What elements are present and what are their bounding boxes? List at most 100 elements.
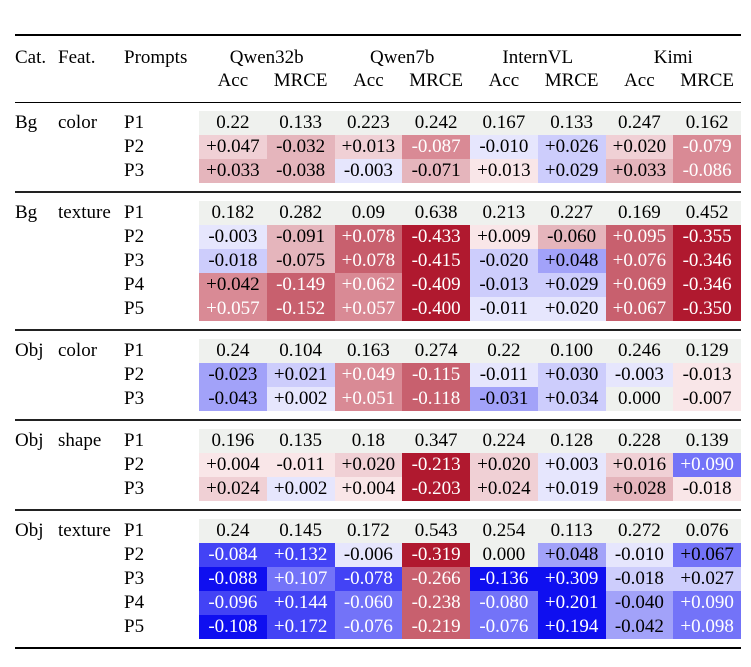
value-cell: 0.18 [334, 429, 403, 453]
category-label [15, 453, 58, 477]
value-cell: +0.076 [605, 249, 674, 273]
value-cell: -0.018 [673, 477, 741, 501]
value-cell: 0.163 [334, 339, 403, 363]
table-row: P2 +0.004 -0.011 +0.020 -0.213 +0.020 +0.003 +0… [15, 453, 741, 477]
value-cell: +0.013 [470, 159, 538, 183]
value-cell: -0.007 [673, 387, 741, 411]
value-cell: -0.076 [334, 615, 403, 639]
value-cell: -0.238 [402, 591, 470, 615]
value-cell: +0.033 [199, 159, 267, 183]
category-label [15, 615, 58, 639]
value-cell: 0.167 [470, 111, 538, 135]
category-label [15, 591, 58, 615]
value-cell: +0.062 [334, 273, 403, 297]
value-cell: -0.076 [470, 615, 538, 639]
value-cell: +0.201 [537, 591, 606, 615]
feature-label [58, 543, 124, 567]
table-row: P3 +0.033 -0.038 -0.003 -0.071 +0.013 +0.029 +0… [15, 159, 741, 183]
value-cell: -0.075 [266, 249, 335, 273]
value-cell: -0.010 [470, 135, 538, 159]
prompt-label: P3 [124, 568, 145, 589]
category-label [15, 249, 58, 273]
feature-label [58, 387, 124, 411]
value-cell: 0.182 [199, 201, 267, 225]
header-metric-acc: Acc [353, 70, 384, 91]
prompt-label: P2 [124, 364, 145, 385]
header-metric-mrce: MRCE [680, 70, 735, 91]
value-cell: +0.026 [537, 135, 606, 159]
prompt-label: P3 [124, 388, 145, 409]
prompt-label: P3 [124, 250, 145, 271]
value-cell: +0.009 [470, 225, 538, 249]
category-label [15, 363, 58, 387]
category-label [15, 273, 58, 297]
value-cell: 0.638 [402, 201, 470, 225]
value-cell: -0.060 [334, 591, 403, 615]
header-prompts: Prompts [124, 47, 188, 68]
value-cell: -0.011 [470, 363, 538, 387]
value-cell: +0.020 [470, 453, 538, 477]
value-cell: -0.038 [266, 159, 335, 183]
value-cell: 0.246 [605, 339, 674, 363]
value-cell: -0.149 [266, 273, 335, 297]
category-label [15, 225, 58, 249]
value-cell: +0.095 [605, 225, 674, 249]
category-label [15, 567, 58, 591]
feature-label: shape [58, 430, 102, 451]
category-label [15, 543, 58, 567]
value-cell: +0.033 [605, 159, 674, 183]
value-cell: -0.006 [334, 543, 403, 567]
value-cell: -0.346 [673, 273, 741, 297]
header-metric-acc: Acc [217, 70, 249, 91]
prompt-label: P2 [124, 136, 145, 157]
value-cell: +0.132 [266, 543, 335, 567]
table-row: P4 +0.042 -0.149 +0.062 -0.409 -0.013 +0.029 +0… [15, 273, 741, 297]
value-cell: +0.067 [605, 297, 674, 321]
value-cell: +0.030 [537, 363, 606, 387]
value-cell: 0.224 [470, 429, 538, 453]
prompt-label: P2 [124, 454, 145, 475]
value-cell: -0.080 [470, 591, 538, 615]
value-cell: -0.043 [199, 387, 267, 411]
value-cell: +0.047 [199, 135, 267, 159]
table-row: P5 +0.057 -0.152 +0.057 -0.400 -0.011 +0.020 +0… [15, 297, 741, 321]
value-cell: +0.048 [537, 543, 606, 567]
value-cell: 0.282 [266, 201, 335, 225]
group-rule [15, 509, 741, 511]
feature-label [58, 159, 124, 183]
value-cell: +0.020 [605, 135, 674, 159]
header-metric-acc: Acc [624, 70, 655, 91]
value-cell: +0.194 [537, 615, 606, 639]
value-cell: -0.086 [673, 159, 741, 183]
value-cell: -0.266 [402, 567, 470, 591]
value-cell: +0.144 [266, 591, 335, 615]
value-cell: -0.003 [334, 159, 403, 183]
value-cell: +0.090 [673, 453, 741, 477]
feature-label [58, 567, 124, 591]
results-table: Cat. Feat. Prompts Qwen32b Qwen7b Intern… [15, 34, 741, 649]
value-cell: -0.087 [402, 135, 470, 159]
feature-label [58, 591, 124, 615]
value-cell: -0.096 [199, 591, 267, 615]
value-cell: +0.028 [605, 477, 674, 501]
prompt-label: P1 [124, 112, 145, 133]
value-cell: +0.003 [537, 453, 606, 477]
value-cell: +0.090 [673, 591, 741, 615]
value-cell: 0.22 [470, 339, 538, 363]
value-cell: +0.048 [537, 249, 606, 273]
value-cell: -0.018 [605, 567, 674, 591]
value-cell: +0.013 [334, 135, 403, 159]
prompt-label: P5 [124, 616, 145, 637]
prompt-label: P1 [124, 430, 145, 451]
header-model-qwen7b: Qwen7b [370, 47, 435, 68]
category-label [15, 477, 58, 501]
value-cell: 0.000 [605, 387, 674, 411]
prompt-label: P4 [124, 274, 145, 295]
value-cell: +0.029 [537, 273, 606, 297]
value-cell: +0.016 [605, 453, 674, 477]
value-cell: -0.032 [266, 135, 335, 159]
feature-label: texture [58, 202, 111, 223]
value-cell: -0.071 [402, 159, 470, 183]
table-row: P3 -0.043 +0.002 +0.051 -0.118 -0.031 +0.034 0.… [15, 387, 741, 411]
value-cell: +0.309 [537, 567, 606, 591]
